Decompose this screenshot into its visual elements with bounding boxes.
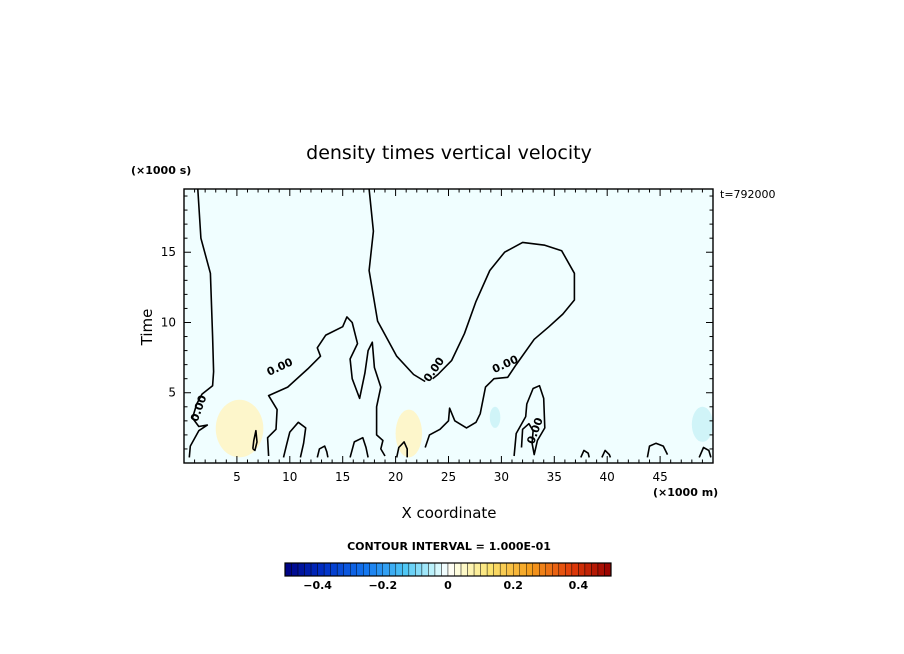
x-tick-label: 20 bbox=[388, 470, 403, 484]
colorbar-cell bbox=[584, 562, 592, 577]
colorbar-cell bbox=[382, 562, 390, 577]
y-axis-label: Time bbox=[138, 309, 156, 347]
colorbar-cell bbox=[460, 562, 468, 577]
colorbar-tick-label: 0.2 bbox=[503, 579, 523, 592]
colorbar-cell bbox=[467, 562, 475, 577]
colorbar-cell bbox=[565, 562, 573, 577]
zero-contour-line bbox=[368, 188, 426, 383]
colorbar-cell bbox=[389, 562, 397, 577]
colorbar-cell bbox=[506, 562, 514, 577]
colorbar-cell bbox=[571, 562, 579, 577]
colorbar-cell bbox=[604, 562, 612, 577]
x-tick-label: 45 bbox=[652, 470, 667, 484]
colorbar-tick-label: −0.4 bbox=[303, 579, 332, 592]
x-tick-label: 40 bbox=[600, 470, 615, 484]
colorbar-cell bbox=[297, 562, 305, 577]
y-tick-label: 5 bbox=[168, 386, 176, 400]
colorbar-cell bbox=[473, 562, 481, 577]
colorbar-cell bbox=[336, 562, 344, 577]
colorbar-cell bbox=[558, 562, 566, 577]
x-tick-label: 10 bbox=[282, 470, 297, 484]
zero-contour-line bbox=[395, 441, 408, 458]
colorbar: −0.4 −0.2 0 0.2 0.4 bbox=[284, 562, 612, 592]
contour-interval-text: CONTOUR INTERVAL = 1.000E-01 bbox=[347, 540, 551, 553]
colorbar-cell bbox=[343, 562, 351, 577]
colorbar-tick-label: 0 bbox=[444, 579, 452, 592]
zero-contour-line bbox=[580, 449, 590, 458]
colorbar-cell bbox=[408, 562, 416, 577]
zero-contour-line bbox=[601, 449, 612, 458]
colorbar-cell bbox=[434, 562, 442, 577]
colorbar-cell bbox=[350, 562, 357, 577]
colorbar-cell bbox=[402, 562, 410, 577]
axis-ticks-layer: 5 10 15 20 25 30 35 40 45 5 10 15 bbox=[161, 189, 713, 484]
zero-contour-line bbox=[316, 445, 329, 458]
x-axis-label: X coordinate bbox=[401, 504, 496, 522]
colorbar-cell bbox=[376, 562, 383, 577]
colorbar-cell bbox=[323, 562, 331, 577]
zero-contour-line bbox=[349, 436, 369, 458]
y-tick-label: 15 bbox=[161, 245, 176, 259]
colorbar-cell bbox=[415, 562, 423, 577]
colorbar-cell bbox=[526, 562, 533, 577]
value-patch-negative bbox=[691, 406, 713, 442]
colorbar-cell bbox=[552, 562, 560, 577]
colorbar-cell bbox=[317, 562, 325, 577]
colorbar-cell bbox=[480, 562, 488, 577]
zero-contour-line bbox=[188, 188, 215, 458]
colorbar-cell bbox=[310, 562, 318, 577]
colorbar-cell bbox=[597, 562, 605, 577]
zero-contour-line bbox=[252, 429, 258, 452]
value-patch-negative bbox=[489, 406, 501, 428]
zero-contour-line bbox=[282, 421, 307, 458]
colorbar-cell bbox=[284, 562, 292, 577]
colorbar-cell bbox=[441, 562, 449, 577]
colorbar-cell bbox=[304, 562, 312, 577]
contour-lines-layer bbox=[188, 188, 712, 458]
x-tick-label: 35 bbox=[547, 470, 562, 484]
colorbar-tick-label: 0.4 bbox=[569, 579, 589, 592]
colorbar-cell bbox=[578, 562, 586, 577]
time-stamp: t=792000 bbox=[720, 188, 776, 201]
colorbar-cell bbox=[395, 562, 403, 577]
x-tick-label: 15 bbox=[335, 470, 350, 484]
colorbar-cell bbox=[447, 562, 455, 577]
colorbar-cell bbox=[486, 562, 494, 577]
colorbar-cell bbox=[519, 562, 527, 577]
chart-title: density times vertical velocity bbox=[306, 142, 592, 164]
colorbar-frame bbox=[284, 562, 612, 577]
value-patch-positive bbox=[215, 399, 264, 458]
colorbar-cell bbox=[363, 562, 370, 577]
colorbar-cell bbox=[591, 562, 599, 577]
colorbar-cell bbox=[532, 562, 540, 577]
x-tick-label: 25 bbox=[441, 470, 456, 484]
colorbar-cell bbox=[493, 562, 501, 577]
colorbar-tick-label: −0.2 bbox=[368, 579, 397, 592]
colorbar-cell bbox=[513, 562, 520, 577]
x-tick-label: 30 bbox=[494, 470, 509, 484]
zero-contour-line bbox=[646, 442, 669, 458]
zero-contour-line bbox=[266, 316, 386, 457]
colorbar-cell bbox=[291, 562, 299, 577]
colorbar-cell bbox=[330, 562, 338, 577]
colorbar-cell bbox=[421, 562, 429, 577]
zero-contour-line bbox=[513, 384, 546, 457]
zero-contour-line bbox=[698, 446, 712, 458]
zero-contour-line bbox=[424, 241, 576, 448]
colorbar-cell bbox=[369, 562, 377, 577]
colorbar-cell bbox=[545, 562, 553, 577]
colorbar-cell bbox=[454, 562, 462, 577]
y-unit-label: (×1000 s) bbox=[131, 164, 191, 177]
y-tick-label: 10 bbox=[161, 315, 176, 329]
x-tick-label: 5 bbox=[233, 470, 241, 484]
value-patch-positive bbox=[395, 409, 423, 458]
colorbar-cell bbox=[499, 562, 507, 577]
x-unit-label: (×1000 m) bbox=[653, 486, 718, 499]
colorbar-cell bbox=[539, 562, 547, 577]
colorbar-cell bbox=[428, 562, 436, 577]
colorbar-cell bbox=[356, 562, 364, 577]
